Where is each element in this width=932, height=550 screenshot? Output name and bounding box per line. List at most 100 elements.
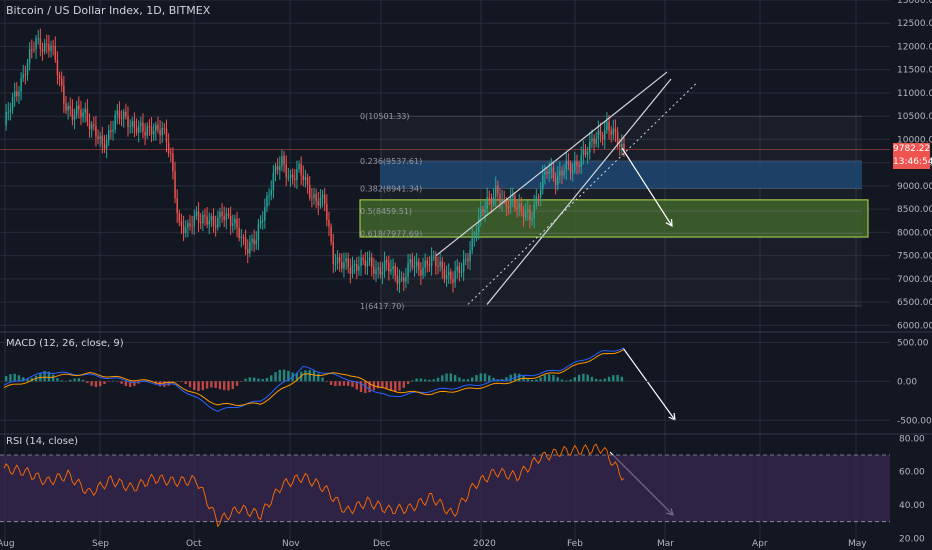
candle-body [9,109,12,112]
fib-level-label: 0.236(9537.61) [360,157,422,166]
price-tick-label: 8000.00 [897,228,932,238]
candle-body [246,248,249,254]
macd-histogram-bar [282,369,286,382]
macd-histogram-bar [90,381,93,386]
candle-body [394,266,396,276]
candle-body [390,269,392,272]
candle-body [334,263,337,265]
macd-histogram-bar [235,381,239,386]
candle-body [319,197,322,206]
macd-histogram-bar [278,369,281,382]
candle-body [155,124,157,131]
candle-body [565,161,568,171]
macd-histogram-bar [133,381,136,386]
candle-body [161,127,163,136]
price-tick-label: 9000.00 [897,182,932,192]
macd-histogram-bar [325,381,329,382]
fib-level-label: 0.5(8459.51) [360,207,412,216]
macd-histogram-bar [518,373,521,382]
macd-histogram-bar [560,379,564,382]
candle-body [234,218,236,224]
candle-body [432,256,435,258]
candle-body [131,121,134,127]
candle-body [114,114,116,130]
candle-body [328,219,330,227]
candle-body [383,260,386,272]
candle-body [157,124,159,130]
candle-body [364,260,367,267]
candle-body [302,175,305,181]
macd-tick-label: 0.00 [897,377,917,387]
candle-body [54,45,57,60]
candle-body [589,141,591,153]
candle-body [75,105,78,115]
candle-body [430,256,433,267]
candle-body [556,175,559,185]
macd-histogram-bar [402,381,405,388]
macd-histogram-bar [43,371,46,382]
candle-body [189,223,191,226]
candle-body [398,279,401,284]
macd-histogram-bar [329,381,333,385]
rsi-tick-label: 80.00 [899,434,925,444]
candle-body [165,128,168,143]
x-tick-label: Oct [186,539,202,549]
candle-body [480,208,482,218]
macd-histogram-bar [539,377,542,382]
candle-body [546,171,548,174]
macd-histogram-bar [261,378,264,382]
candle-body [214,225,217,228]
price-tick-label: 7500.00 [897,252,932,262]
candle-body [86,108,89,122]
candle-body [494,185,497,198]
macd-histogram-bar [4,376,8,382]
candle-body [520,203,523,211]
macd-histogram-bar [223,381,226,391]
candle-body [90,124,93,130]
candle-body [407,263,409,278]
fib-level-label: 0.382(8941.34) [360,185,422,194]
price-tick-label: 8500.00 [897,205,932,215]
price-tick-label: 6500.00 [897,298,932,308]
candle-body [283,155,285,165]
candle-body [208,220,210,225]
candle-body [22,74,24,78]
candle-body [552,167,555,178]
candle-body [539,189,542,198]
candle-body [294,178,296,180]
macd-histogram-bar [51,374,55,382]
candle-body [484,209,486,213]
candle-body [422,267,424,276]
rsi-line [3,443,625,528]
candle-body [608,121,610,131]
fib-level-label: 0(10501.33) [360,112,410,121]
candle-body [473,235,476,237]
macd-histogram-bar [94,381,98,387]
macd-histogram-bar [158,381,162,387]
macd-histogram-bar [146,380,149,382]
candle-body [300,163,302,176]
candle-body [296,169,298,180]
candle-body [227,213,230,216]
countdown-tag: 13:46:54 [893,156,932,169]
candle-body [616,132,619,145]
macd-histogram-bar [347,381,350,386]
candle-body [381,271,384,275]
candle-body [604,130,606,140]
candle-body [257,224,260,241]
candle-body [116,110,119,115]
candle-body [486,197,488,210]
candle-body [217,217,219,228]
macd-histogram-bar [137,381,140,384]
candle-body [477,217,480,233]
macd-histogram-bar [547,374,551,382]
candle-body [593,138,595,144]
candle-body [191,225,193,227]
macd-histogram-bar [274,372,277,382]
price-tick-label: 6000.00 [897,321,932,331]
price-tick-label: 10500.00 [897,112,932,122]
x-tick-label: Dec [373,539,390,549]
candle-body [548,170,550,174]
candle-body [435,256,437,266]
candle-body [441,261,444,269]
